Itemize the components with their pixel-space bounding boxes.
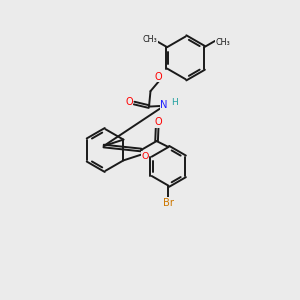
Text: H: H bbox=[171, 98, 178, 107]
Text: O: O bbox=[125, 97, 133, 106]
Text: CH₃: CH₃ bbox=[142, 35, 157, 44]
Text: O: O bbox=[155, 72, 163, 82]
Text: N: N bbox=[160, 100, 168, 110]
Text: O: O bbox=[141, 152, 148, 161]
Text: O: O bbox=[154, 117, 162, 128]
Text: CH₃: CH₃ bbox=[215, 38, 230, 47]
Text: Br: Br bbox=[163, 198, 174, 208]
